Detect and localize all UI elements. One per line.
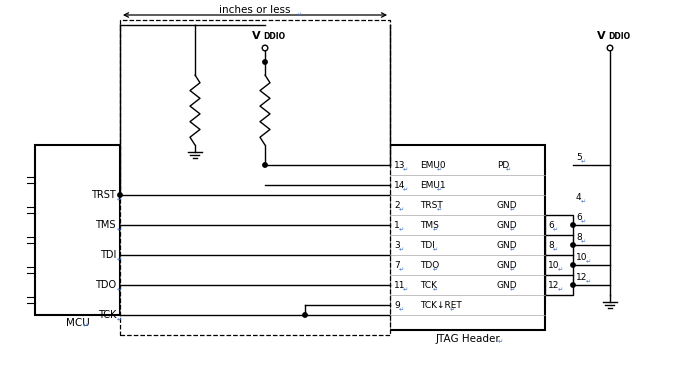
Text: ↵: ↵ xyxy=(437,187,442,193)
Text: TMS: TMS xyxy=(420,221,439,230)
Text: 5: 5 xyxy=(576,153,582,162)
Text: ↵: ↵ xyxy=(117,288,122,292)
Text: ↵: ↵ xyxy=(558,267,563,273)
Text: ↵: ↵ xyxy=(403,187,408,193)
Text: inches or less: inches or less xyxy=(219,5,291,15)
Text: ↵: ↵ xyxy=(553,248,558,252)
Text: 14: 14 xyxy=(394,181,406,190)
Text: GND: GND xyxy=(497,200,518,209)
Text: 11: 11 xyxy=(394,280,406,289)
Text: DDIO: DDIO xyxy=(263,31,285,40)
Text: ↵: ↵ xyxy=(509,248,515,252)
Text: 10: 10 xyxy=(548,261,560,270)
Text: TDO: TDO xyxy=(95,280,116,290)
Text: TDO: TDO xyxy=(420,261,439,270)
Text: ↵: ↵ xyxy=(399,267,404,273)
Text: ↵: ↵ xyxy=(117,227,122,233)
Text: ↵: ↵ xyxy=(586,260,591,264)
Text: 9: 9 xyxy=(394,300,400,310)
Text: 4: 4 xyxy=(576,193,582,202)
Bar xyxy=(390,145,545,330)
Circle shape xyxy=(571,223,575,227)
Text: V: V xyxy=(598,31,606,41)
Text: MCU: MCU xyxy=(66,318,89,328)
Text: 1: 1 xyxy=(394,221,400,230)
Text: JTAG Header: JTAG Header xyxy=(435,334,500,344)
Text: ↵: ↵ xyxy=(433,248,438,252)
Circle shape xyxy=(117,193,122,197)
Text: ↵: ↵ xyxy=(433,227,438,233)
Text: ↵: ↵ xyxy=(117,318,122,322)
Bar xyxy=(120,20,390,335)
Text: ↵: ↵ xyxy=(399,227,404,233)
Text: TDI: TDI xyxy=(100,250,116,260)
Circle shape xyxy=(607,45,613,51)
Circle shape xyxy=(303,313,307,317)
Text: ↵: ↵ xyxy=(399,208,404,212)
Text: ↵: ↵ xyxy=(433,267,438,273)
Text: TCK: TCK xyxy=(97,310,116,320)
Circle shape xyxy=(571,243,575,247)
Text: ↵: ↵ xyxy=(581,199,586,205)
Text: ↵: ↵ xyxy=(403,288,408,292)
Bar xyxy=(545,215,573,295)
Text: ↵: ↵ xyxy=(498,340,503,344)
Text: ↵: ↵ xyxy=(399,307,404,313)
Text: TRST: TRST xyxy=(91,190,116,200)
Text: ↵: ↵ xyxy=(437,168,442,172)
Text: ↵: ↵ xyxy=(553,227,558,233)
Text: ↵: ↵ xyxy=(509,208,515,212)
Circle shape xyxy=(262,45,268,51)
Text: DDIO: DDIO xyxy=(608,31,630,40)
Text: TCK↓RET: TCK↓RET xyxy=(420,300,462,310)
Text: 12: 12 xyxy=(576,273,587,282)
Text: GND: GND xyxy=(497,261,518,270)
Text: GND: GND xyxy=(497,221,518,230)
Circle shape xyxy=(263,163,267,167)
Bar xyxy=(35,145,120,315)
Text: 8: 8 xyxy=(548,240,553,249)
Text: EMU0: EMU0 xyxy=(420,160,446,169)
Text: ↵: ↵ xyxy=(297,12,302,18)
Text: V: V xyxy=(252,31,261,41)
Circle shape xyxy=(263,60,267,64)
Text: ↵: ↵ xyxy=(509,267,515,273)
Text: 6: 6 xyxy=(576,212,582,221)
Text: 2: 2 xyxy=(394,200,399,209)
Text: 7: 7 xyxy=(394,261,400,270)
Text: EMU1: EMU1 xyxy=(420,181,446,190)
Text: TDI: TDI xyxy=(420,240,435,249)
Text: GND: GND xyxy=(497,280,518,289)
Text: ↵: ↵ xyxy=(581,220,586,224)
Text: ↵: ↵ xyxy=(117,258,122,263)
Text: ↵: ↵ xyxy=(437,208,442,212)
Text: TCK: TCK xyxy=(420,280,437,289)
Text: 10: 10 xyxy=(576,252,587,261)
Text: PD: PD xyxy=(497,160,509,169)
Text: 3: 3 xyxy=(394,240,400,249)
Text: TRST: TRST xyxy=(420,200,443,209)
Circle shape xyxy=(571,263,575,267)
Text: ↵: ↵ xyxy=(558,288,563,292)
Text: ↵: ↵ xyxy=(581,239,586,245)
Text: 12: 12 xyxy=(548,280,560,289)
Text: ↵: ↵ xyxy=(82,324,88,328)
Text: ↵: ↵ xyxy=(399,248,404,252)
Text: ↵: ↵ xyxy=(117,197,122,202)
Text: TMS: TMS xyxy=(95,220,116,230)
Text: GND: GND xyxy=(497,240,518,249)
Text: ↵: ↵ xyxy=(449,307,455,313)
Text: 6: 6 xyxy=(548,221,553,230)
Text: ↵: ↵ xyxy=(505,168,511,172)
Text: ↵: ↵ xyxy=(509,288,515,292)
Text: 13: 13 xyxy=(394,160,406,169)
Text: 8: 8 xyxy=(576,233,582,242)
Circle shape xyxy=(571,283,575,287)
Text: ↵: ↵ xyxy=(403,168,408,172)
Text: ↵: ↵ xyxy=(581,159,586,165)
Text: ↵: ↵ xyxy=(586,279,591,285)
Text: ↵: ↵ xyxy=(509,227,515,233)
Text: ↵: ↵ xyxy=(433,288,438,292)
